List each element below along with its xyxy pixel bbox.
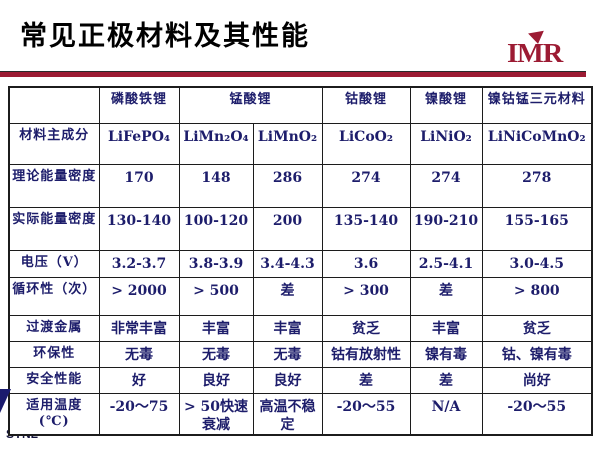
table-cell: 200 xyxy=(252,206,323,251)
table-cell: 148 xyxy=(178,163,254,208)
table-cell: LiMnO₂ xyxy=(252,122,323,165)
row-label: 循环性（次） xyxy=(8,276,100,316)
col-header: 镍钴锰三元材料 xyxy=(481,86,593,124)
table-header-row: 磷酸铁锂 锰酸锂 钴酸锂 镍酸锂 镍钴锰三元材料 xyxy=(8,86,593,124)
table-cell: 170 xyxy=(98,163,180,208)
table-cell: > 800 xyxy=(481,276,593,316)
table-cell: 286 xyxy=(252,163,323,208)
table-cell: 钴有放射性 xyxy=(321,340,411,368)
table-cell: 非常丰富 xyxy=(98,314,180,342)
table-row: 理论能量密度 170 148 286 274 274 278 xyxy=(8,163,593,208)
table-cell: -20～75 xyxy=(98,392,180,436)
table-cell: 尚好 xyxy=(481,366,593,394)
table-cell: 差 xyxy=(409,366,483,394)
imr-logo-text: IMR xyxy=(507,38,563,68)
table-cell: 丰富 xyxy=(252,314,323,342)
row-label: 安全性能 xyxy=(8,366,100,394)
table-cell: LiNiO₂ xyxy=(409,122,483,165)
table-cell: 贫乏 xyxy=(481,314,593,342)
table-cell: LiFePO₄ xyxy=(98,122,180,165)
row-label: 实际能量密度 xyxy=(8,206,100,251)
table-row: 电压（V） 3.2-3.7 3.8-3.9 3.4-4.3 3.6 2.5-4.1 3.0-… xyxy=(8,249,593,278)
table-cell: 丰富 xyxy=(178,314,254,342)
table-cell: > 300 xyxy=(321,276,411,316)
row-label: 理论能量密度 xyxy=(8,163,100,208)
title-divider xyxy=(0,71,586,77)
table-cell: -20～55 xyxy=(481,392,593,436)
table-cell: 镍有毒 xyxy=(409,340,483,368)
table-cell: 3.0-4.5 xyxy=(481,249,593,278)
table-row: 环保性 无毒 无毒 无毒 钴有放射性 镍有毒 钴、镍有毒 xyxy=(8,340,593,368)
table-cell: 278 xyxy=(481,163,593,208)
table-cell: 190-210 xyxy=(409,206,483,251)
table-cell: 100-120 xyxy=(178,206,254,251)
table-cell: LiCoO₂ xyxy=(321,122,411,165)
table-cell: > 2000 xyxy=(98,276,180,316)
row-label: 过渡金属 xyxy=(8,314,100,342)
imr-logo: IMR xyxy=(507,30,587,68)
col-header: 镍酸锂 xyxy=(409,86,483,124)
table-cell: 高温不稳定 xyxy=(252,392,323,436)
table-cell: 274 xyxy=(321,163,411,208)
table-cell: N/A xyxy=(409,392,483,436)
col-header: 磷酸铁锂 xyxy=(98,86,180,124)
table-cell: 3.6 xyxy=(321,249,411,278)
cathode-materials-table: 磷酸铁锂 锰酸锂 钴酸锂 镍酸锂 镍钴锰三元材料 材料主成分 LiFePO₄ LiMn₂O₄… xyxy=(8,86,594,436)
table-cell: 2.5-4.1 xyxy=(409,249,483,278)
row-label: 环保性 xyxy=(8,340,100,368)
table-cell: > 500 xyxy=(178,276,254,316)
table-row: 适用温度(℃) -20～75 > 50快速衰减 高温不稳定 -20～55 N/A -20～5… xyxy=(8,392,593,436)
table-cell: 贫乏 xyxy=(321,314,411,342)
table-cell: 130-140 xyxy=(98,206,180,251)
table-cell: 3.8-3.9 xyxy=(178,249,254,278)
table-cell: 差 xyxy=(409,276,483,316)
table-cell: 无毒 xyxy=(252,340,323,368)
col-header: 锰酸锂 xyxy=(178,86,323,124)
table-cell: 135-140 xyxy=(321,206,411,251)
page-title: 常见正极材料及其性能 xyxy=(20,21,310,52)
table-cell: 155-165 xyxy=(481,206,593,251)
table-row: 实际能量密度 130-140 100-120 200 135-140 190-210 155… xyxy=(8,206,593,251)
row-label: 材料主成分 xyxy=(8,122,100,165)
table-cell: 274 xyxy=(409,163,483,208)
row-label: 电压（V） xyxy=(8,249,100,278)
table-cell: 良好 xyxy=(178,366,254,394)
table-cell: 好 xyxy=(98,366,180,394)
table-cell: LiNiCoMnO₂ xyxy=(481,122,593,165)
row-label: 适用温度(℃) xyxy=(8,392,100,436)
table-cell: 无毒 xyxy=(178,340,254,368)
table-cell: 钴、镍有毒 xyxy=(481,340,593,368)
table-cell: 3.2-3.7 xyxy=(98,249,180,278)
table-cell: -20～55 xyxy=(321,392,411,436)
table-cell: 差 xyxy=(252,276,323,316)
table-cell: 3.4-4.3 xyxy=(252,249,323,278)
col-header xyxy=(8,86,100,124)
table-row: 过渡金属 非常丰富 丰富 丰富 贫乏 丰富 贫乏 xyxy=(8,314,593,342)
table-row: 安全性能好良好 良好差差尚好 xyxy=(8,366,593,394)
corner-triangle-decoration xyxy=(0,389,11,413)
table-cell: 无毒 xyxy=(98,340,180,368)
table-cell: 良好 xyxy=(252,366,323,394)
table-cell: 差 xyxy=(321,366,411,394)
col-header: 钴酸锂 xyxy=(321,86,411,124)
table-row: 材料主成分 LiFePO₄ LiMn₂O₄ LiMnO₂ LiCoO₂ LiNiO₂ LiN… xyxy=(8,122,593,165)
table-row: 循环性（次） > 2000 > 500 差 > 300 差 > 800 xyxy=(8,276,593,316)
table-cell: LiMn₂O₄ xyxy=(178,122,254,165)
table-cell: 丰富 xyxy=(409,314,483,342)
table-cell: > 50快速衰减 xyxy=(178,392,254,436)
